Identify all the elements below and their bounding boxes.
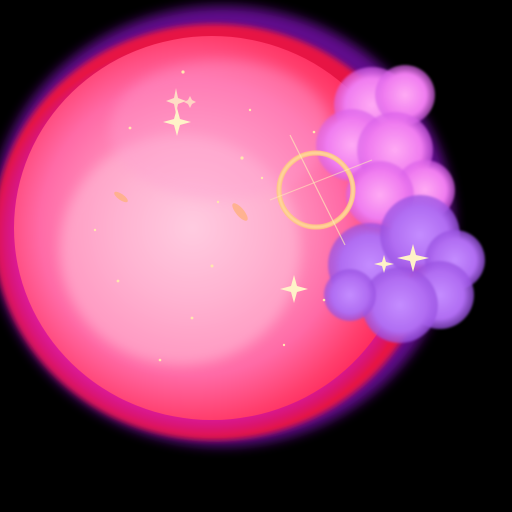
sparkles bbox=[163, 88, 429, 303]
sparkle-star bbox=[184, 96, 196, 108]
light-streaks bbox=[114, 191, 248, 221]
energy-orb bbox=[14, 36, 410, 420]
sparkle-star bbox=[166, 88, 186, 114]
purple-cloud bbox=[324, 195, 485, 343]
sparkle-star bbox=[374, 255, 394, 273]
sparkle-star bbox=[280, 275, 308, 303]
sparkle-star bbox=[163, 108, 191, 136]
sparkle-star bbox=[397, 244, 429, 272]
golden-halo-ring bbox=[269, 134, 373, 246]
dust-specks bbox=[93, 70, 326, 362]
